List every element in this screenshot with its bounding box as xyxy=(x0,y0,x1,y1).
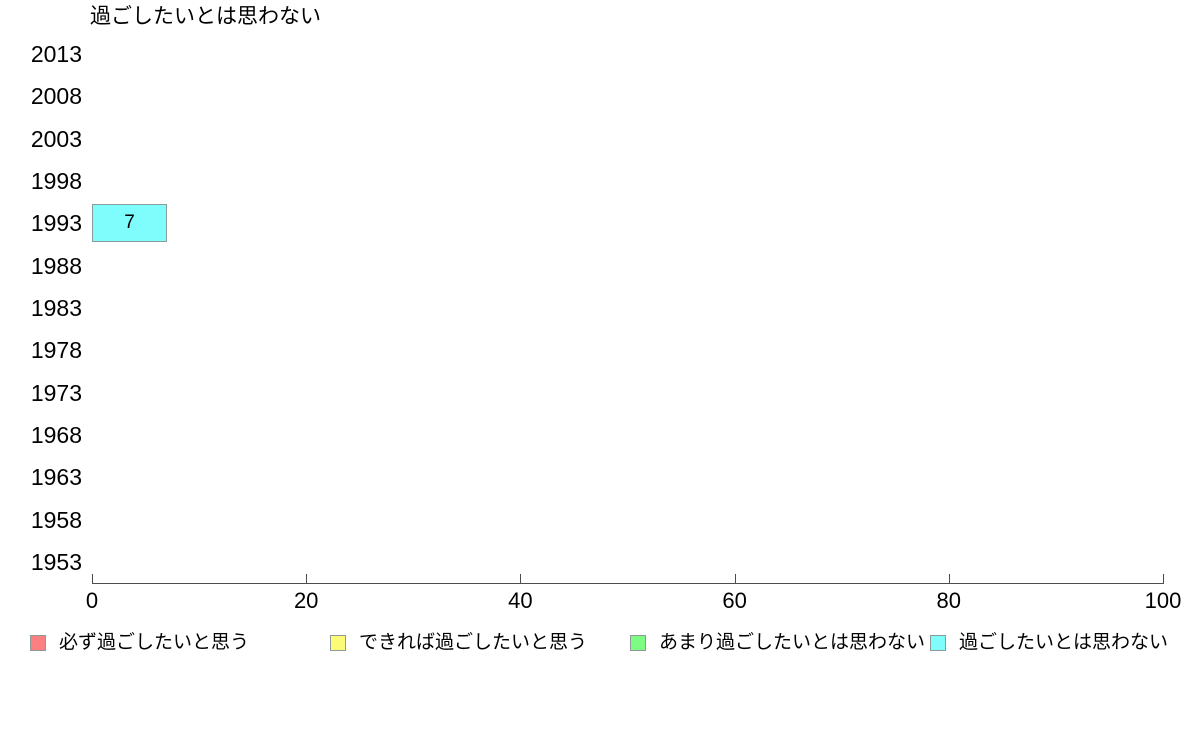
x-tick-label-20: 20 xyxy=(293,588,319,613)
y-axis-label-2013: 2013 xyxy=(30,41,82,68)
x-tick-mark-20 xyxy=(306,574,308,584)
x-tick-mark-60 xyxy=(734,574,736,584)
legend-swatch-icon-1 xyxy=(330,635,346,651)
y-axis-label-2008: 2008 xyxy=(30,83,82,110)
x-tick-label-0: 0 xyxy=(85,588,99,613)
legend-label-3: 過ごしたいとは思わない xyxy=(959,632,1169,653)
bar-value-label: 7 xyxy=(124,212,135,234)
legend-label-2: あまり過ごしたいとは思わない xyxy=(659,632,926,653)
chart-row-1963 xyxy=(92,456,1163,498)
legend-swatch-icon-0 xyxy=(30,635,46,651)
x-tick-mark-0 xyxy=(92,574,93,584)
legend-item-0[interactable]: 必ず過ごしたいと思う xyxy=(30,628,249,658)
legend-item-1[interactable]: できれば過ごしたいと思う xyxy=(330,628,587,658)
legend-item-3[interactable]: 過ごしたいとは思わない xyxy=(930,628,1168,658)
chart-row-1968 xyxy=(92,414,1163,456)
chart-row-1983 xyxy=(92,287,1163,329)
legend-label-1: できれば過ごしたいと思う xyxy=(359,632,588,653)
chart-row-1988 xyxy=(92,245,1163,287)
y-axis-label-1998: 1998 xyxy=(30,168,82,195)
y-axis-label-1973: 1973 xyxy=(30,379,82,406)
x-tick-label-40: 40 xyxy=(508,588,533,613)
y-axis-label-1958: 1958 xyxy=(30,506,82,533)
x-tick-mark-40 xyxy=(520,574,522,584)
chart-legend: 必ず過ごしたいと思う できれば過ごしたいと思う あまり過ごしたいとは思わない 過ごした… xyxy=(0,628,1188,658)
x-tick-label-100: 100 xyxy=(1144,588,1182,613)
chart-row-1998 xyxy=(92,160,1163,202)
bar-1993-過ごしたいとは思わない[interactable]: 7 xyxy=(92,204,167,243)
chart-row-1958 xyxy=(92,498,1163,540)
x-tick-mark-80 xyxy=(948,574,950,584)
y-axis-label-1953: 1953 xyxy=(30,548,82,575)
y-axis-label-1963: 1963 xyxy=(30,464,82,491)
x-tick-mark-100 xyxy=(1163,574,1164,584)
chart-row-1953 xyxy=(92,541,1163,583)
legend-swatch-icon-3 xyxy=(930,635,946,651)
y-axis-label-1968: 1968 xyxy=(30,421,82,448)
chart-title: 過ごしたいとは思わない xyxy=(90,5,321,28)
legend-swatch-icon-2 xyxy=(630,635,646,651)
legend-label-0: 必ず過ごしたいと思う xyxy=(59,632,250,653)
y-axis-label-2003: 2003 xyxy=(30,125,82,152)
chart-row-2003 xyxy=(92,118,1163,160)
x-tick-label-60: 60 xyxy=(722,588,747,613)
x-axis-line xyxy=(92,583,1163,584)
chart-row-1973 xyxy=(92,371,1163,413)
chart-row-1993: 7 xyxy=(92,202,1163,244)
chart-row-2013 xyxy=(92,33,1163,75)
chart-row-2008 xyxy=(92,75,1163,117)
y-axis-label-1983: 1983 xyxy=(30,295,82,321)
chart-row-1978 xyxy=(92,329,1163,371)
y-axis-label-1993: 1993 xyxy=(30,210,82,237)
legend-item-2[interactable]: あまり過ごしたいとは思わない xyxy=(630,628,925,658)
y-axis-label-1978: 1978 xyxy=(30,337,82,364)
y-axis-label-1988: 1988 xyxy=(30,252,82,279)
plot-area: 7 xyxy=(92,33,1163,583)
x-tick-label-80: 80 xyxy=(936,588,962,613)
